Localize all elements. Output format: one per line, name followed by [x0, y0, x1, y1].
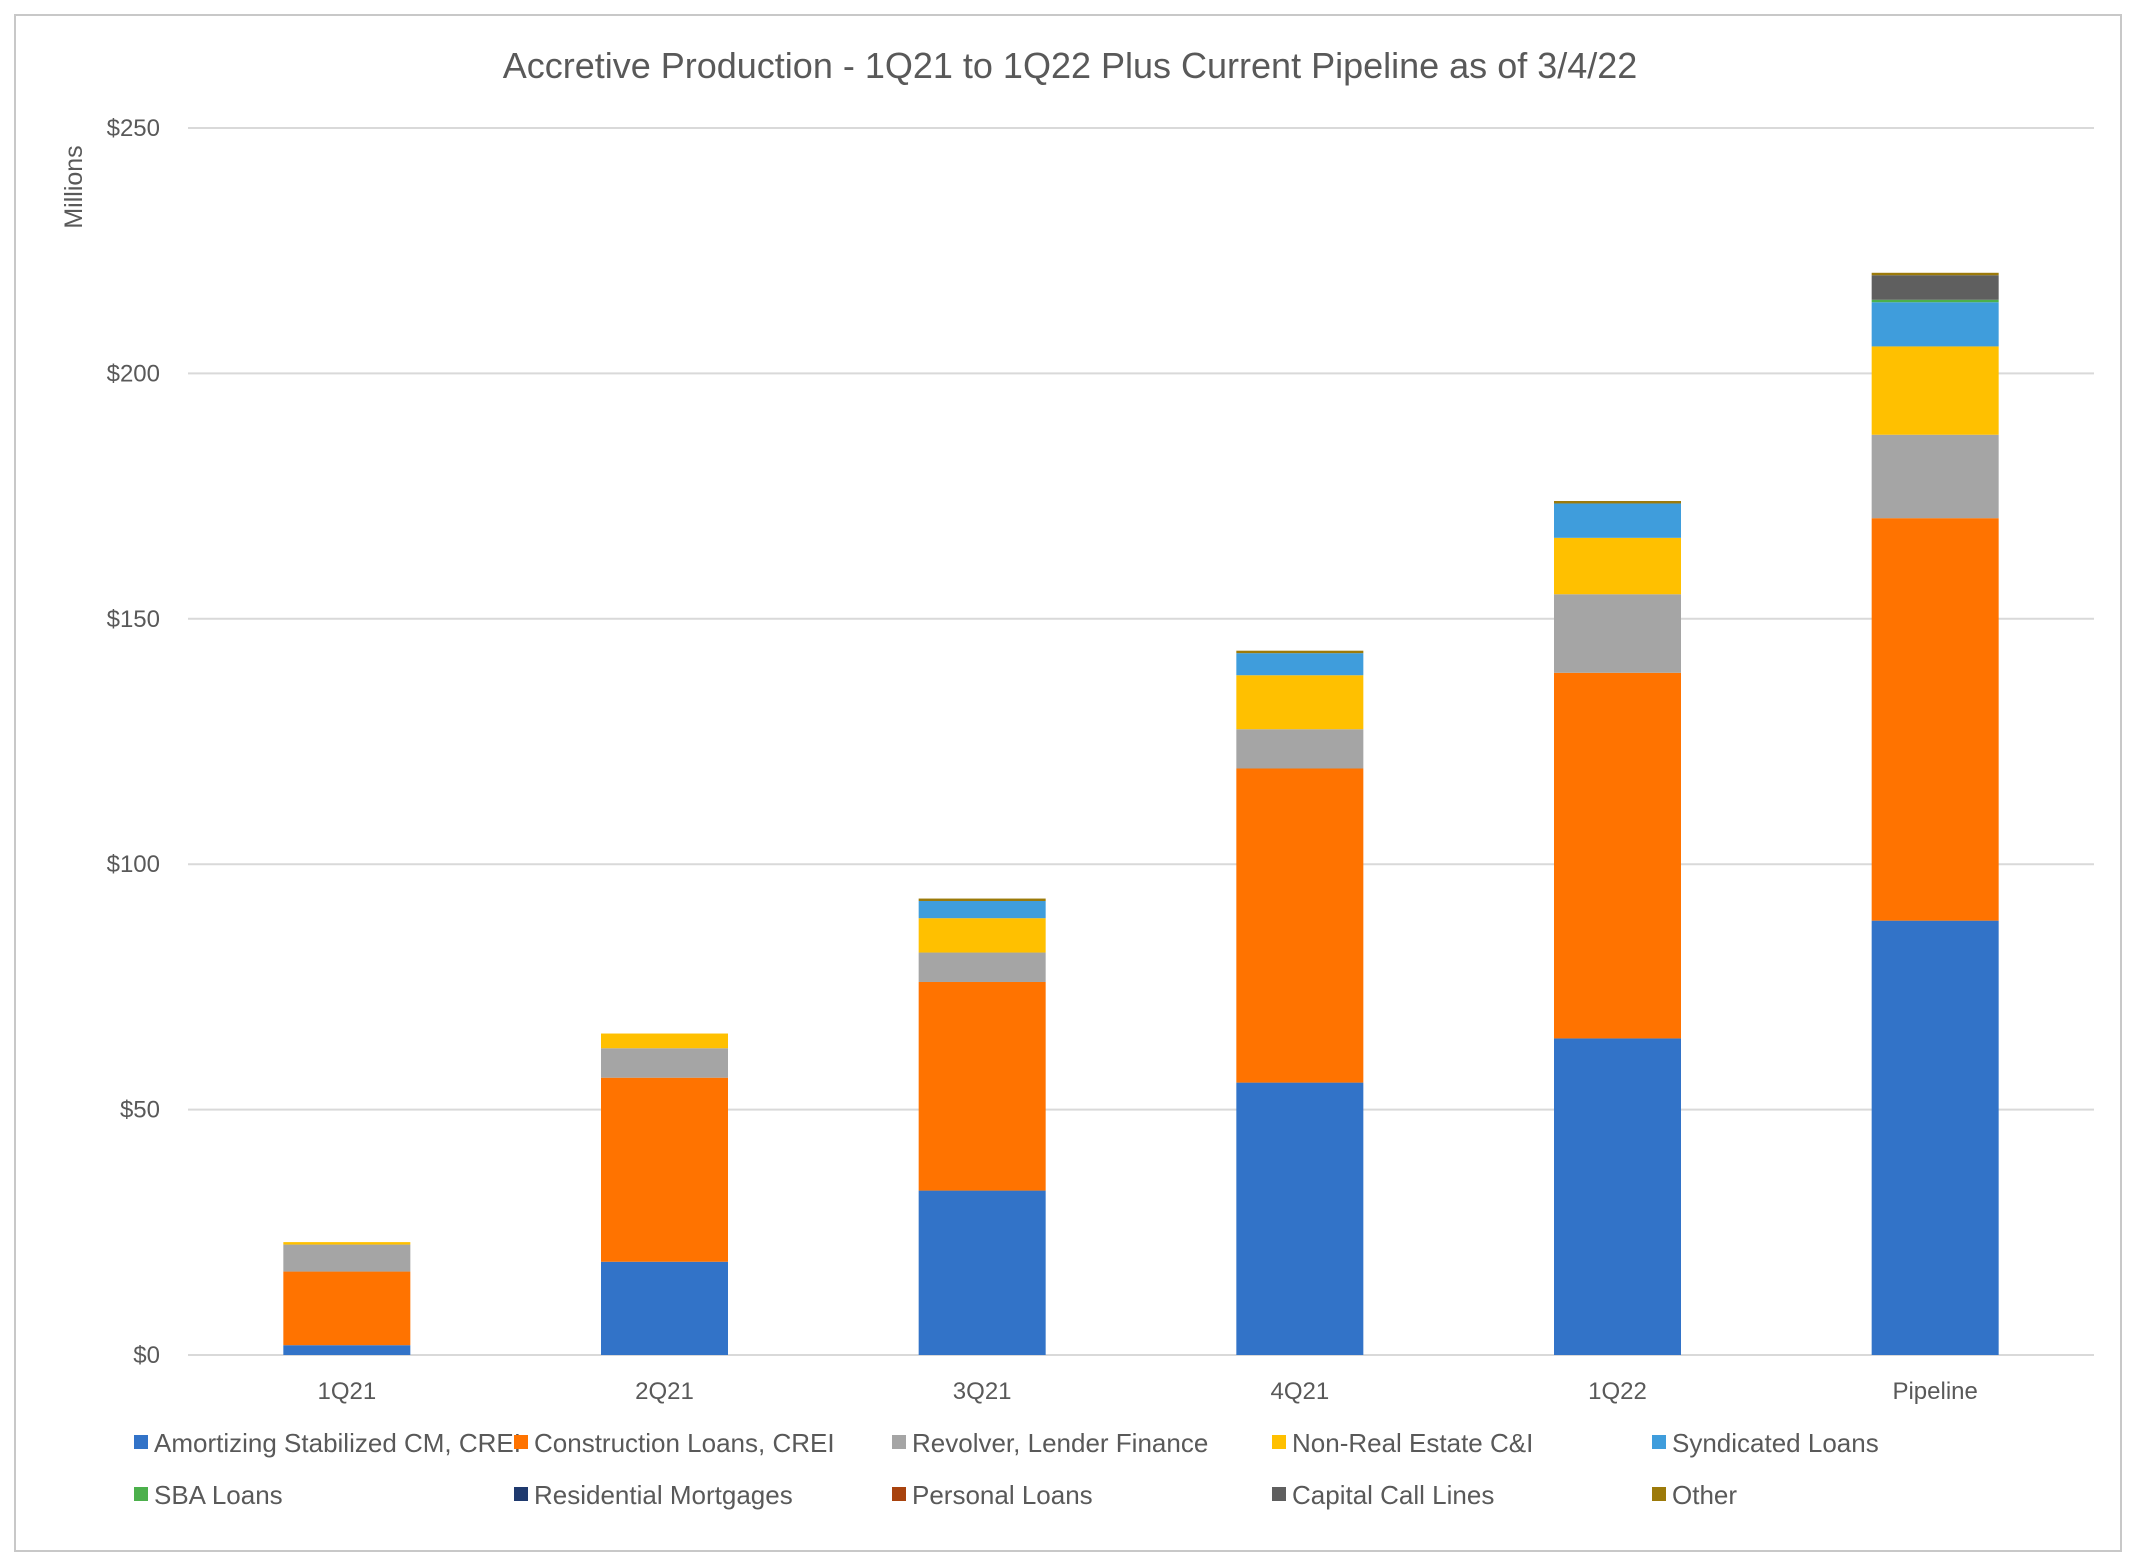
- bar-segment: [918, 952, 1046, 982]
- legend-swatch: [514, 1487, 528, 1501]
- bar-segment: [1554, 503, 1681, 538]
- y-tick-label: $150: [107, 606, 160, 633]
- legend-label: Revolver, Lender Finance: [912, 1428, 1208, 1458]
- legend: Amortizing Stabilized CM, CREI Constructi…: [134, 1428, 1879, 1510]
- y-tick-label: $100: [107, 851, 160, 878]
- bar-segment: [1871, 434, 1999, 519]
- bar-segment: [918, 901, 1046, 919]
- bars: [283, 272, 1999, 1355]
- legend-label: Non-Real Estate C&I: [1292, 1428, 1533, 1458]
- bar-segment: [918, 898, 1046, 902]
- bar-segment: [1554, 501, 1681, 504]
- y-axis-ticks: $0 $50 $100 $150 $200 $250: [107, 115, 160, 1369]
- legend-label: Amortizing Stabilized CM, CREI: [154, 1428, 521, 1458]
- legend-label: Syndicated Loans: [1672, 1428, 1879, 1458]
- bar-segment: [1871, 299, 1999, 303]
- y-tick-label: $200: [107, 360, 160, 387]
- bar-segment: [1871, 272, 1999, 276]
- x-tick-label: 1Q21: [317, 1378, 376, 1405]
- legend-swatch: [1652, 1435, 1666, 1449]
- legend-swatch: [1272, 1435, 1286, 1449]
- bar-segment: [1554, 672, 1681, 1039]
- bar-segment: [1236, 729, 1364, 769]
- bar-segment: [1871, 302, 1999, 347]
- bar-segment: [1871, 346, 1999, 435]
- bar-segment: [1236, 653, 1364, 676]
- y-tick-label: $50: [120, 1097, 160, 1124]
- legend-label: Capital Call Lines: [1292, 1480, 1494, 1510]
- x-axis-ticks: 1Q21 2Q21 3Q21 4Q21 1Q22 Pipeline: [317, 1378, 1977, 1405]
- legend-swatch: [892, 1435, 906, 1449]
- bar-segment: [1554, 1038, 1681, 1355]
- legend-swatch: [134, 1435, 148, 1449]
- legend-label: Other: [1672, 1480, 1737, 1510]
- bar-segment: [1554, 537, 1681, 595]
- x-tick-label: 3Q21: [953, 1378, 1012, 1405]
- legend-swatch: [892, 1487, 906, 1501]
- gridlines: [188, 127, 2094, 1356]
- bar-segment: [601, 1261, 728, 1355]
- bar-segment: [1236, 675, 1364, 730]
- bar-segment: [601, 1033, 728, 1049]
- legend-label: Personal Loans: [912, 1480, 1093, 1510]
- x-tick-label: Pipeline: [1892, 1378, 1977, 1405]
- x-tick-label: 4Q21: [1270, 1378, 1329, 1405]
- bar-segment: [283, 1244, 411, 1272]
- legend-label: SBA Loans: [154, 1480, 283, 1510]
- legend-swatch: [1652, 1487, 1666, 1501]
- x-tick-label: 1Q22: [1588, 1378, 1647, 1405]
- bar-segment: [601, 1077, 728, 1262]
- bar-segment: [918, 1190, 1046, 1355]
- bar-segment: [283, 1345, 411, 1355]
- bar-segment: [1871, 518, 1999, 921]
- x-tick-label: 2Q21: [635, 1378, 694, 1405]
- y-tick-label: $250: [107, 115, 160, 142]
- y-axis-title: Millions: [60, 145, 88, 228]
- chart-title: Accretive Production - 1Q21 to 1Q22 Plus…: [503, 45, 1638, 86]
- legend-label: Residential Mortgages: [534, 1480, 793, 1510]
- bar-segment: [918, 981, 1046, 1191]
- legend-swatch: [134, 1487, 148, 1501]
- bar-segment: [918, 918, 1046, 953]
- bar-segment: [1236, 650, 1364, 654]
- bar-segment: [283, 1271, 411, 1346]
- bar-segment: [283, 1242, 411, 1245]
- bar-segment: [1236, 1082, 1364, 1355]
- bar-segment: [1554, 594, 1681, 673]
- legend-swatch: [1272, 1487, 1286, 1501]
- bar-segment: [1871, 920, 1999, 1355]
- legend-label: Construction Loans, CREI: [534, 1428, 835, 1458]
- bar-segment: [601, 1048, 728, 1078]
- bar-segment: [1871, 275, 1999, 300]
- legend-swatch: [514, 1435, 528, 1449]
- y-tick-label: $0: [133, 1342, 160, 1369]
- bar-segment: [1236, 768, 1364, 1083]
